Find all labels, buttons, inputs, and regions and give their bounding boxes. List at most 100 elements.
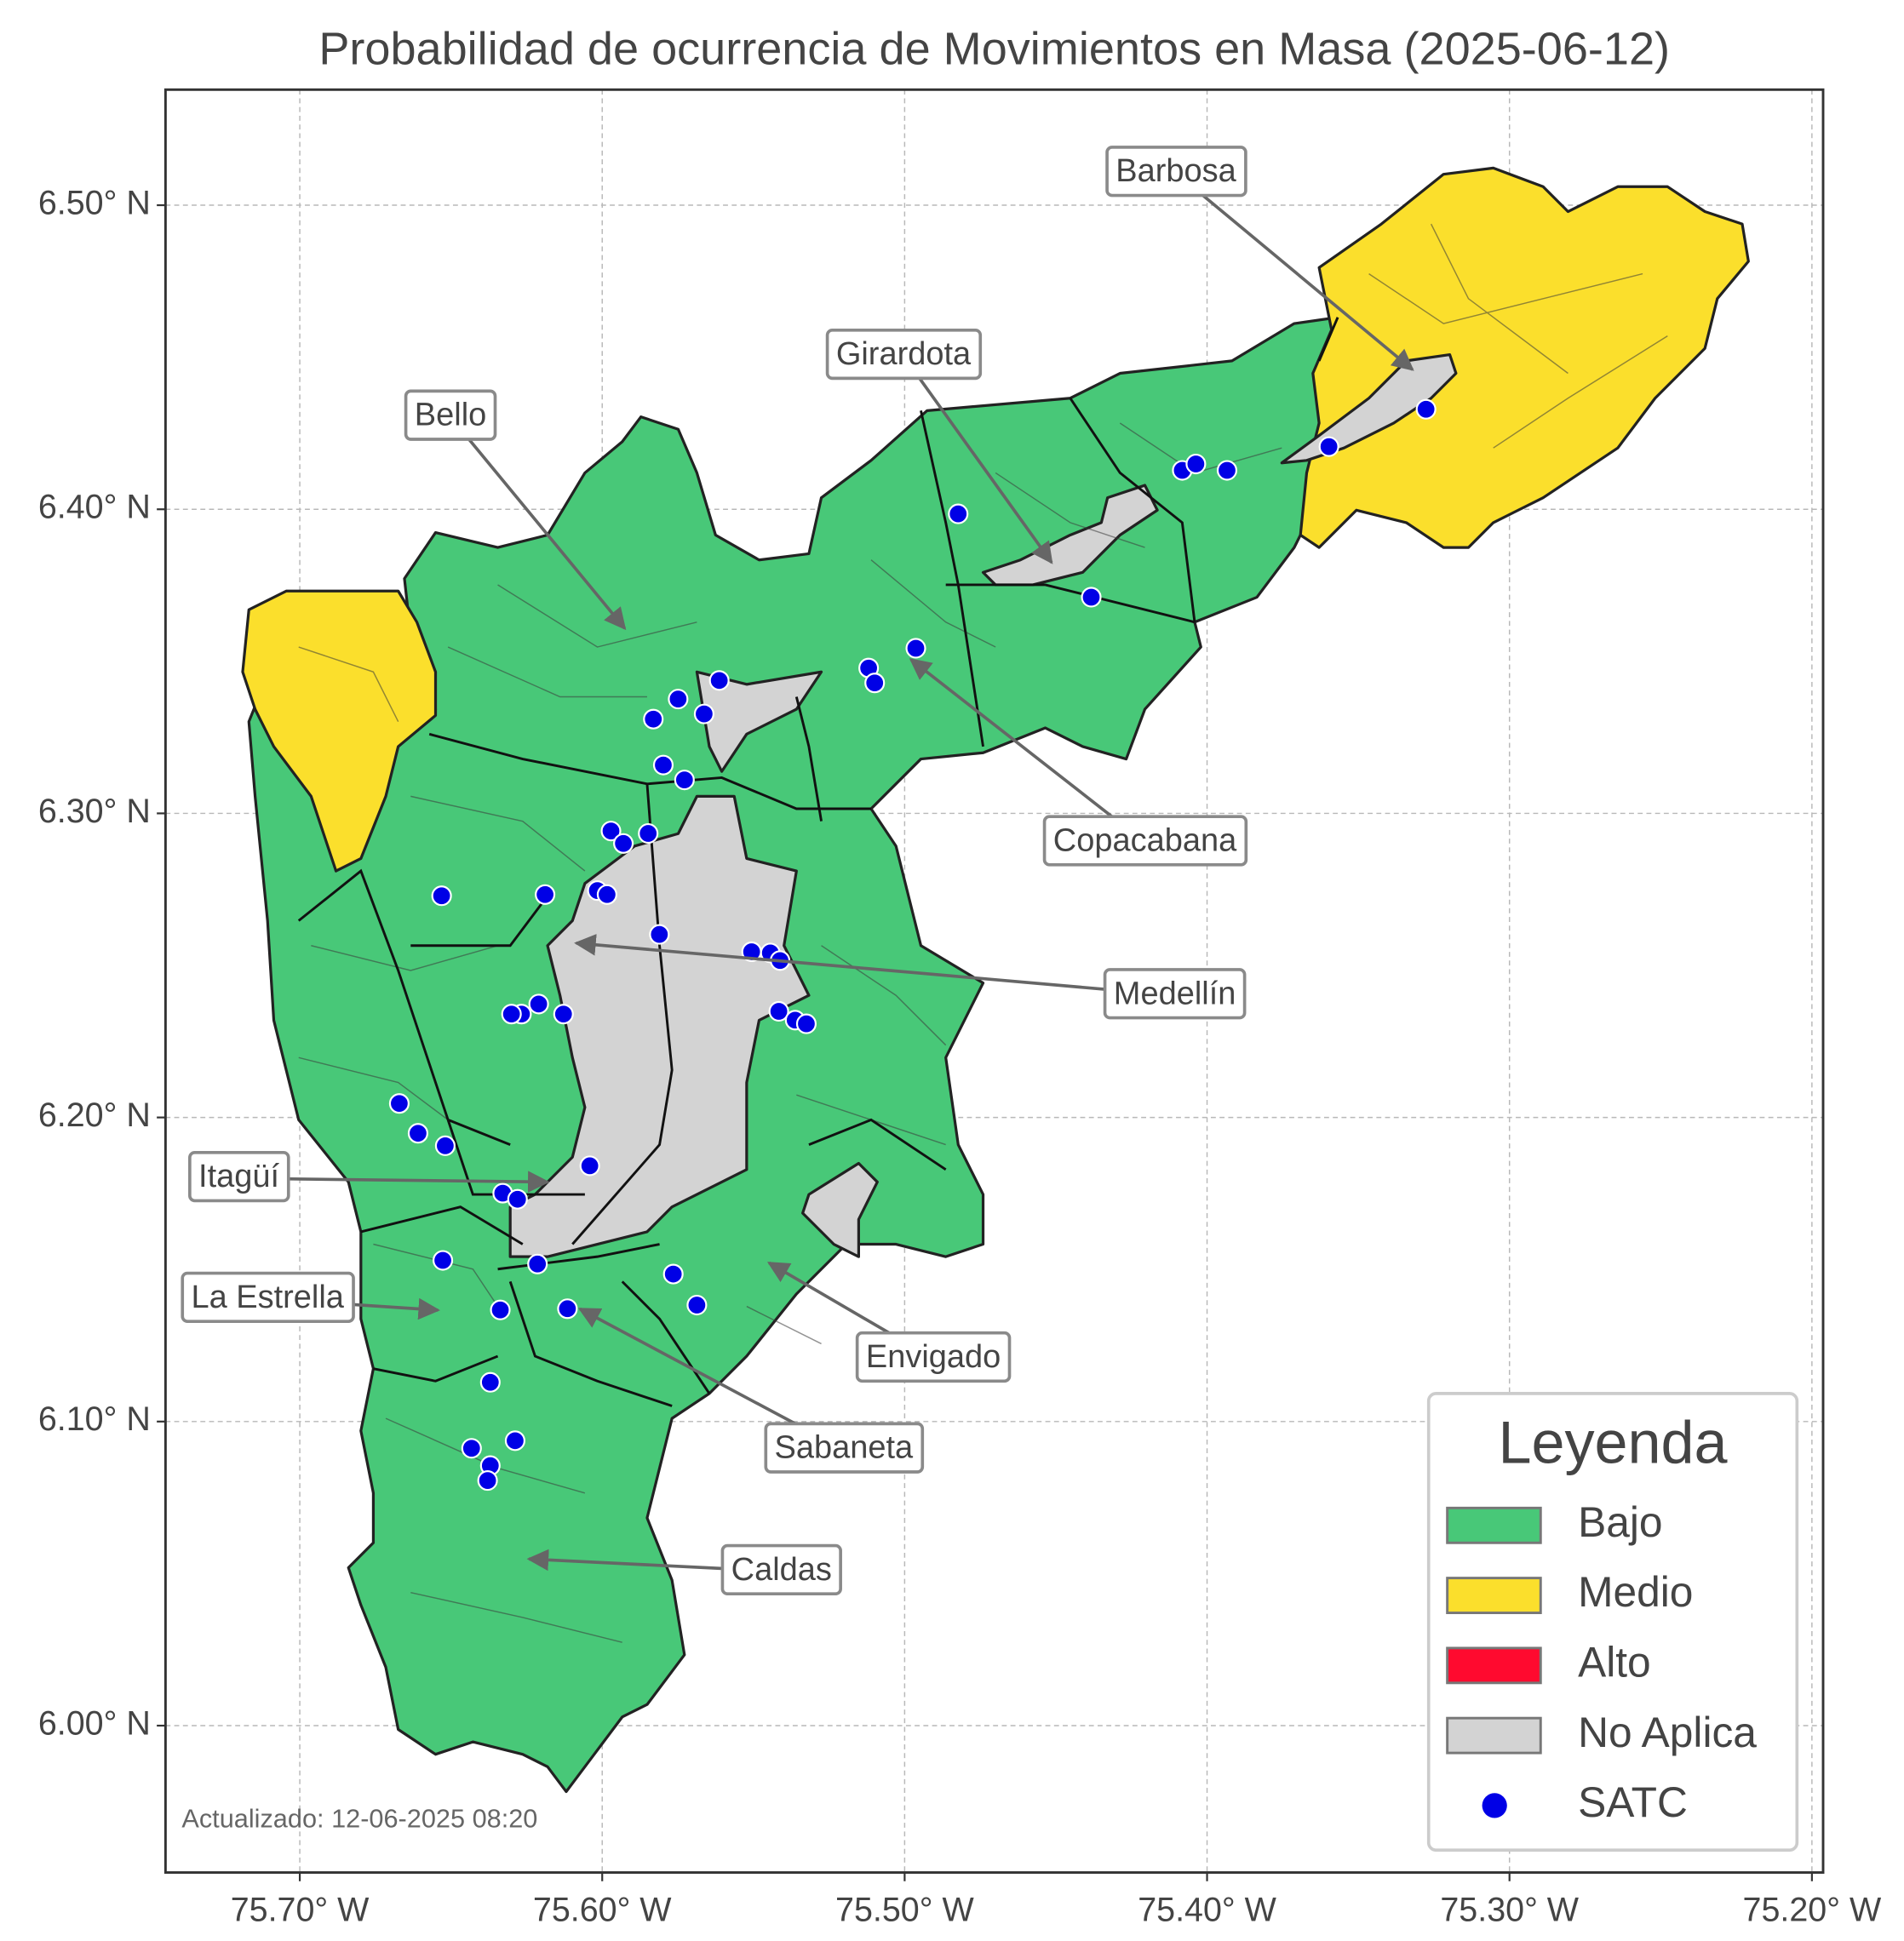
annotation-box <box>404 389 497 441</box>
satc-point <box>768 1000 789 1022</box>
satc-point <box>553 1004 574 1025</box>
axes-frame <box>163 88 1825 1875</box>
annotation-box <box>1105 146 1247 198</box>
satc-point <box>1216 460 1238 481</box>
y-tick-label: 6.50° N <box>38 184 151 221</box>
satc-point <box>708 670 730 691</box>
satc-point <box>643 708 664 730</box>
legend-marker <box>1482 1793 1507 1818</box>
annotation-arrow <box>449 415 627 631</box>
satc-point <box>662 1263 684 1285</box>
satc-point <box>432 1250 454 1271</box>
legend-patch <box>1446 1716 1542 1755</box>
annotation-arrow <box>574 934 1175 998</box>
legend-label: Bajo <box>1578 1498 1662 1546</box>
annotation-label: Medellín <box>1114 976 1236 1011</box>
annotation-label: Itagüí <box>198 1159 279 1194</box>
ticks: 75.70° W 75.60° W 75.50° W 75.40° W 75.30° W… <box>38 184 1882 1928</box>
satc-point <box>649 924 670 945</box>
satc-point <box>461 1438 482 1459</box>
satc-point <box>501 1004 522 1025</box>
satc-point <box>652 754 674 776</box>
satc-point <box>535 884 556 905</box>
satc-point <box>638 822 659 845</box>
annotations: Barbosa Girardota Bello Copacabana Medellín I… <box>181 146 1414 1596</box>
annotation-label: Envigado <box>866 1339 1001 1375</box>
annotation-arrow <box>1174 171 1414 371</box>
y-tick-label: 6.40° N <box>38 489 151 526</box>
satc-point <box>557 1298 578 1320</box>
legend-label: SATC <box>1578 1778 1688 1826</box>
y-tick-label: 6.10° N <box>38 1400 151 1438</box>
satc-point <box>1185 453 1207 475</box>
annotation-box <box>825 328 983 381</box>
map-title: Probabilidad de ocurrencia de Movimiento… <box>318 24 1670 75</box>
satc-points <box>388 398 1437 1492</box>
satc-point <box>1415 398 1437 420</box>
satc-point <box>668 689 689 710</box>
x-tick-label: 75.20° W <box>1743 1892 1882 1929</box>
legend-title: Leyenda <box>1498 1409 1727 1475</box>
legend-label: Alto <box>1578 1638 1651 1686</box>
annotation-label: La Estrella <box>191 1280 344 1315</box>
satc-point <box>528 993 549 1015</box>
legend: Leyenda Bajo Medio Alto No Aplica SATC <box>1426 1392 1799 1852</box>
x-tick-label: 75.50° W <box>835 1892 974 1929</box>
satc-point <box>507 1188 528 1210</box>
satc-point <box>674 770 695 791</box>
region-no-aplica <box>1280 352 1458 465</box>
legend-patch <box>1446 1577 1542 1615</box>
region-no-aplica <box>801 1161 879 1258</box>
annotation-label: Copacabana <box>1053 823 1237 859</box>
legend-label: Medio <box>1578 1568 1693 1616</box>
satc-point <box>1081 587 1102 608</box>
satc-point <box>795 1013 817 1034</box>
region-medio <box>241 589 438 873</box>
x-tick-label: 75.70° W <box>231 1892 370 1929</box>
y-tick-label: 6.30° N <box>38 793 151 830</box>
satc-point <box>527 1253 548 1274</box>
satc-point <box>504 1430 525 1451</box>
y-tick-label: 6.00° N <box>38 1704 151 1742</box>
satc-point <box>864 673 886 694</box>
satc-point <box>905 638 926 659</box>
satc-point <box>407 1123 428 1144</box>
satc-point <box>388 1093 410 1114</box>
annotation-label: Barbosa <box>1115 153 1236 189</box>
satc-point <box>434 1135 456 1156</box>
annotation-box <box>764 1422 925 1474</box>
satc-point <box>600 821 622 842</box>
annotation-label: Girardota <box>836 336 972 372</box>
annotation-arrow <box>238 1171 550 1193</box>
legend-patch <box>1446 1646 1542 1685</box>
annotation-label: Bello <box>415 398 486 433</box>
satc-point <box>579 1155 600 1177</box>
annotation-box <box>855 1331 1012 1383</box>
y-tick-label: 6.20° N <box>38 1096 151 1134</box>
satc-point <box>596 884 617 905</box>
satc-point <box>477 1470 498 1492</box>
annotation-box <box>720 1543 842 1596</box>
annotation-arrow <box>902 354 1053 564</box>
map-regions <box>241 166 1750 1794</box>
satc-point <box>1318 436 1339 457</box>
satc-point <box>479 1371 501 1393</box>
annotation-label: Caldas <box>731 1552 832 1588</box>
satc-point <box>490 1299 511 1320</box>
annotation-box <box>188 1150 290 1203</box>
satc-point <box>613 833 634 854</box>
satc-point <box>431 885 452 907</box>
footnote: Actualizado: 12-06-2025 08:20 <box>181 1803 537 1833</box>
region-no-aplica <box>695 670 823 773</box>
x-tick-label: 75.40° W <box>1138 1892 1276 1929</box>
region-no-aplica <box>508 794 811 1258</box>
region-bajo <box>247 316 1339 1794</box>
x-tick-label: 75.60° W <box>533 1892 672 1929</box>
annotation-box <box>181 1271 355 1323</box>
satc-point <box>693 703 714 724</box>
annotation-box <box>1103 968 1247 1020</box>
x-tick-label: 75.30° W <box>1440 1892 1579 1929</box>
annotation-box <box>1042 815 1248 867</box>
